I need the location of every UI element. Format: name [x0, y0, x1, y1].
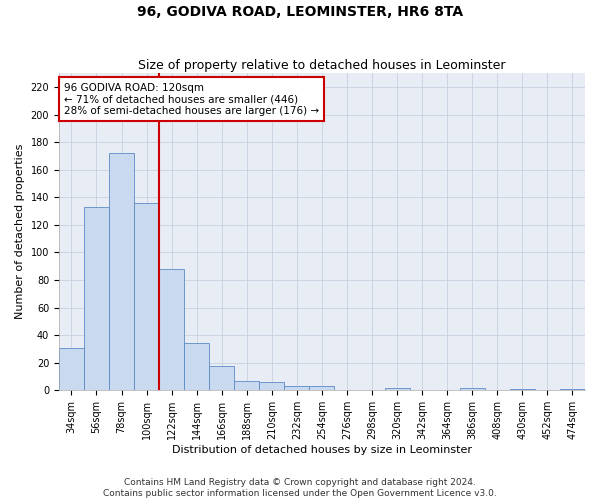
X-axis label: Distribution of detached houses by size in Leominster: Distribution of detached houses by size …: [172, 445, 472, 455]
Text: Contains HM Land Registry data © Crown copyright and database right 2024.
Contai: Contains HM Land Registry data © Crown c…: [103, 478, 497, 498]
Bar: [134, 203, 159, 390]
Bar: [84, 207, 109, 390]
Bar: [159, 269, 184, 390]
Text: 96 GODIVA ROAD: 120sqm
← 71% of detached houses are smaller (446)
28% of semi-de: 96 GODIVA ROAD: 120sqm ← 71% of detached…: [64, 82, 319, 116]
Bar: [209, 366, 234, 390]
Y-axis label: Number of detached properties: Number of detached properties: [15, 144, 25, 320]
Bar: [560, 389, 585, 390]
Bar: [234, 380, 259, 390]
Bar: [510, 389, 535, 390]
Bar: [460, 388, 485, 390]
Bar: [259, 382, 284, 390]
Bar: [59, 348, 84, 391]
Bar: [184, 344, 209, 390]
Bar: [284, 386, 310, 390]
Text: 96, GODIVA ROAD, LEOMINSTER, HR6 8TA: 96, GODIVA ROAD, LEOMINSTER, HR6 8TA: [137, 5, 463, 19]
Bar: [385, 388, 410, 390]
Bar: [310, 386, 334, 390]
Bar: [109, 153, 134, 390]
Title: Size of property relative to detached houses in Leominster: Size of property relative to detached ho…: [138, 59, 506, 72]
